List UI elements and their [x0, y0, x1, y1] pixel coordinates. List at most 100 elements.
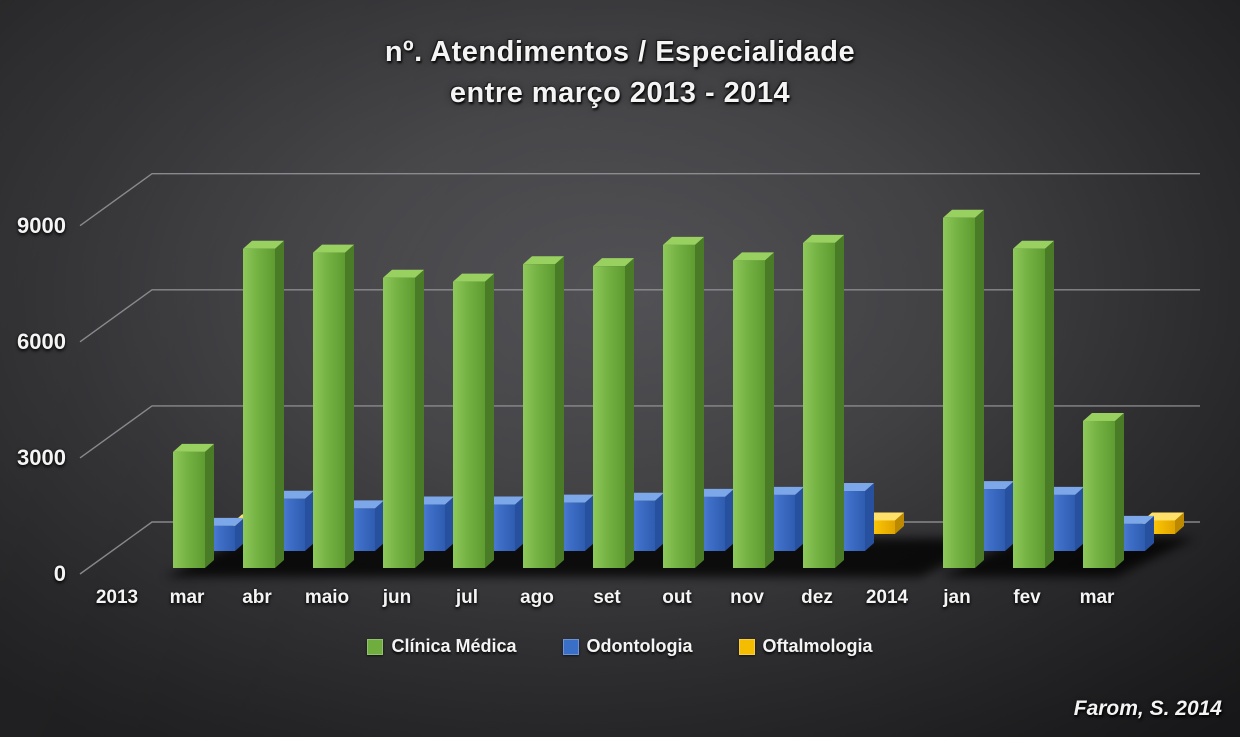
- bar-top-face: [593, 258, 634, 267]
- bar-side-face: [655, 492, 664, 551]
- bar-side-face: [345, 244, 354, 568]
- bar-front-face: [803, 242, 835, 569]
- bar-Clínica Médica-mar: [173, 443, 214, 568]
- legend-swatch: [562, 638, 579, 655]
- legend-swatch: [738, 638, 755, 655]
- legend-swatch: [367, 638, 384, 655]
- bar-front-face: [243, 248, 275, 568]
- bar-front-face: [1083, 420, 1115, 568]
- x-tick-label-out-8: out: [662, 587, 692, 608]
- x-tick-label-2014: 2014: [865, 587, 909, 608]
- chart-title-line2: entre março 2013 - 2014: [449, 77, 791, 109]
- bar-side-face: [975, 209, 984, 568]
- y-tick-label-0: 0: [53, 561, 66, 586]
- x-tick-label-abr-2: abr: [242, 587, 272, 608]
- x-tick-label-maio-3: maio: [304, 587, 350, 608]
- bar-side-face: [1145, 515, 1154, 551]
- bar-side-face: [235, 517, 244, 551]
- bar-Clínica Médica-out: [663, 236, 704, 569]
- bar-side-face: [835, 234, 844, 569]
- bar-side-face: [205, 443, 214, 568]
- bar-front-face: [733, 260, 765, 568]
- bar-side-face: [695, 236, 704, 569]
- bar-front-face: [383, 277, 415, 568]
- bar-side-face: [1045, 240, 1054, 568]
- bar-Clínica Médica-dez: [803, 234, 844, 569]
- bar-side-face: [1075, 486, 1084, 551]
- x-tick-label-ago-6: ago: [520, 587, 554, 608]
- legend-item-Oftalmologia: Oftalmologia: [738, 636, 873, 657]
- legend-item-Clínica Médica: Clínica Médica: [367, 636, 517, 657]
- attribution-text: Farom, S. 2014: [1073, 697, 1222, 720]
- bar-front-face: [173, 451, 205, 568]
- bar-side-face: [585, 494, 594, 551]
- bar-side-face: [515, 496, 524, 551]
- bar-top-face: [733, 252, 774, 261]
- x-tick-label-nov-9: nov: [730, 587, 764, 608]
- x-tick-label-fev-13: fev: [1013, 587, 1041, 608]
- bar-Clínica Médica-set: [593, 258, 634, 568]
- bar-front-face: [663, 244, 695, 569]
- bar-top-face: [383, 269, 424, 278]
- y-tick-label-3000: 3000: [17, 444, 66, 470]
- gridline-9000: [79, 173, 1200, 227]
- bar-side-face: [375, 500, 384, 551]
- bar-Clínica Médica-mar: [1083, 412, 1124, 568]
- x-tick-label-jul-5: jul: [455, 587, 479, 608]
- bar-front-face: [943, 217, 975, 568]
- bar-side-face: [765, 252, 774, 568]
- bar-top-face: [663, 236, 704, 245]
- legend-label: Clínica Médica: [391, 636, 517, 656]
- bar-top-face: [803, 234, 844, 243]
- bar-side-face: [725, 488, 734, 551]
- x-tick-label-jan-12: jan: [943, 587, 971, 608]
- x-tick-label-set-7: set: [593, 587, 621, 608]
- bar-side-face: [445, 496, 454, 551]
- bar-side-face: [555, 256, 564, 568]
- bar-top-face: [173, 443, 214, 452]
- legend: Clínica Médica Odontologia Oftalmologia: [0, 636, 1240, 657]
- gridline-6000: [79, 289, 1200, 343]
- bar-Clínica Médica-ago: [523, 256, 564, 568]
- bars-group: [173, 209, 1184, 569]
- x-tick-label-mar-1: mar: [169, 587, 205, 608]
- y-tick-label-9000: 9000: [17, 212, 66, 238]
- x-tick-label-dez-10: dez: [801, 587, 833, 608]
- chart-title: nº. Atendimentos / Especialidade entre m…: [0, 32, 1240, 114]
- bar-Clínica Médica-maio: [313, 244, 354, 568]
- bar-top-face: [1083, 412, 1124, 421]
- x-tick-label-jun-4: jun: [382, 587, 412, 608]
- gridline-3000: [79, 405, 1200, 459]
- legend-label: Odontologia: [586, 636, 693, 656]
- bar-side-face: [865, 483, 874, 551]
- bar-Clínica Médica-fev: [1013, 240, 1054, 568]
- chart-title-line1: nº. Atendimentos / Especialidade: [384, 36, 856, 68]
- y-tick-label-6000: 6000: [17, 328, 66, 354]
- bar-front-face: [1013, 248, 1045, 568]
- bar-Clínica Médica-jan: [943, 209, 984, 568]
- bar-Clínica Médica-jun: [383, 269, 424, 568]
- bar-top-face: [523, 256, 564, 265]
- bar-side-face: [1005, 481, 1014, 551]
- bar-side-face: [415, 269, 424, 568]
- legend-item-Odontologia: Odontologia: [562, 636, 693, 657]
- bar-side-face: [1115, 412, 1124, 568]
- bar-side-face: [895, 512, 904, 534]
- legend-label: Oftalmologia: [762, 636, 873, 656]
- bar-front-face: [523, 264, 555, 568]
- x-tick-label-2013: 2013: [95, 587, 139, 608]
- bar-Clínica Médica-jul: [453, 273, 494, 568]
- bar-front-face: [453, 281, 485, 568]
- bar-top-face: [313, 244, 354, 253]
- bar-side-face: [305, 490, 314, 551]
- bar-front-face: [313, 252, 345, 568]
- x-tick-label-mar-14: mar: [1079, 587, 1115, 608]
- bar-top-face: [243, 240, 284, 249]
- bar-side-face: [275, 240, 284, 568]
- bar-side-face: [795, 486, 804, 551]
- bar-side-face: [485, 273, 494, 568]
- bar-front-face: [593, 266, 625, 568]
- bar-top-face: [943, 209, 984, 218]
